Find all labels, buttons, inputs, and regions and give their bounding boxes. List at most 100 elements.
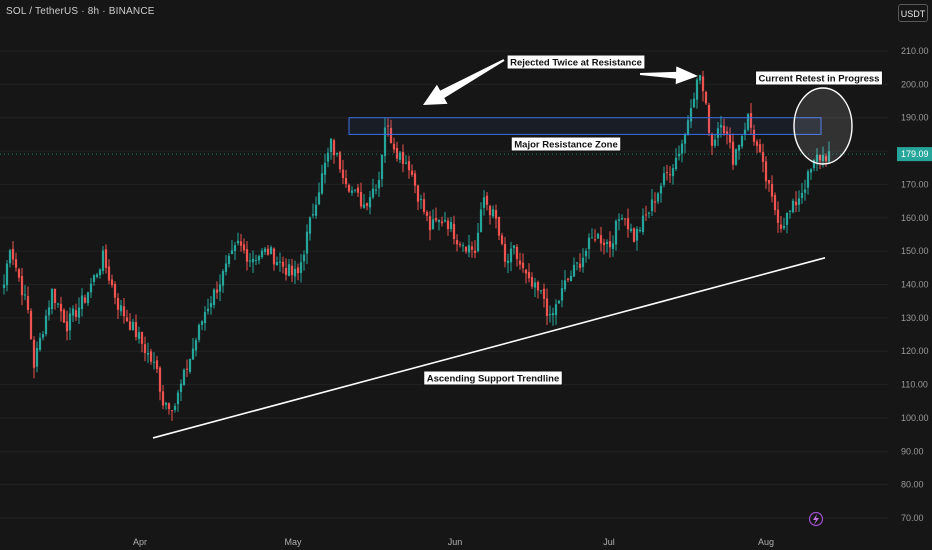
candle-body bbox=[716, 128, 720, 138]
candle-body bbox=[584, 250, 588, 257]
candle-body bbox=[422, 199, 426, 212]
candle-body bbox=[746, 114, 750, 130]
candle bbox=[179, 379, 183, 401]
candle bbox=[428, 211, 432, 241]
candle-body bbox=[743, 129, 747, 135]
candle-body bbox=[518, 260, 522, 265]
candle bbox=[278, 252, 282, 272]
candle-body bbox=[797, 198, 801, 205]
candle-body bbox=[8, 250, 12, 264]
candle-body bbox=[563, 280, 567, 290]
candle-body bbox=[614, 220, 618, 245]
candle-body bbox=[596, 233, 600, 239]
time-axis[interactable]: Apr May Jun Jul Aug bbox=[133, 537, 774, 547]
candle bbox=[353, 189, 357, 193]
candle-body bbox=[152, 361, 156, 363]
candle bbox=[29, 308, 33, 340]
price-axis[interactable]: 210.00200.00190.00180.00170.00160.00150.… bbox=[0, 46, 932, 523]
candle-body bbox=[383, 127, 387, 157]
candle bbox=[788, 210, 792, 219]
candle bbox=[80, 288, 84, 317]
candle bbox=[224, 255, 228, 276]
candle-body bbox=[785, 212, 789, 225]
candle-body bbox=[662, 173, 666, 185]
candle bbox=[572, 257, 576, 277]
candle bbox=[485, 191, 489, 211]
candle-body bbox=[707, 104, 711, 133]
candle-body bbox=[728, 134, 732, 143]
candle-body bbox=[812, 160, 816, 169]
candle-body bbox=[41, 334, 45, 338]
candle-body bbox=[341, 169, 345, 179]
candle bbox=[668, 166, 672, 183]
candle bbox=[392, 137, 396, 154]
candle-body bbox=[713, 139, 717, 146]
candle bbox=[83, 294, 87, 304]
candle-body bbox=[119, 305, 123, 312]
candle-body bbox=[587, 237, 591, 250]
candle-body bbox=[722, 125, 726, 134]
candle-body bbox=[611, 243, 615, 249]
candle-body bbox=[347, 184, 351, 192]
price-tick-label: 160.00 bbox=[901, 213, 929, 223]
candle bbox=[488, 204, 492, 225]
candle-body bbox=[470, 246, 474, 250]
candle bbox=[530, 272, 534, 289]
candle-body bbox=[485, 195, 489, 205]
candle-body bbox=[38, 337, 42, 350]
candle bbox=[635, 226, 639, 251]
candle-body bbox=[461, 245, 465, 247]
candle bbox=[593, 229, 597, 243]
grid-lines bbox=[0, 50, 888, 519]
candle bbox=[512, 245, 516, 255]
candle-body bbox=[605, 242, 609, 244]
resistance-zone bbox=[348, 117, 822, 135]
candle bbox=[317, 182, 321, 206]
price-tick-label: 200.00 bbox=[901, 79, 929, 89]
candle bbox=[671, 164, 675, 185]
candle-body bbox=[365, 203, 369, 206]
candle bbox=[161, 385, 165, 410]
candle-body bbox=[416, 185, 420, 202]
candle-body bbox=[122, 306, 126, 317]
candle-body bbox=[116, 297, 120, 310]
candle-body bbox=[506, 260, 510, 264]
candle-body bbox=[278, 261, 282, 263]
candle-body bbox=[791, 200, 795, 213]
candle-body bbox=[290, 265, 294, 276]
candle-body bbox=[695, 79, 699, 100]
candle-body bbox=[794, 201, 798, 206]
candle-body bbox=[254, 259, 258, 261]
candle bbox=[521, 253, 525, 273]
candle bbox=[725, 126, 729, 145]
candle bbox=[176, 389, 180, 412]
candle-body bbox=[65, 321, 69, 332]
candle bbox=[113, 281, 117, 305]
candle bbox=[71, 305, 75, 322]
candle-body bbox=[512, 245, 516, 249]
candle-body bbox=[758, 144, 762, 152]
candle-body bbox=[401, 151, 405, 164]
candle-body bbox=[779, 224, 783, 229]
candle bbox=[386, 118, 390, 137]
price-tick-label: 210.00 bbox=[901, 46, 929, 56]
candle bbox=[59, 296, 63, 322]
candle-body bbox=[107, 266, 111, 281]
candle bbox=[368, 190, 372, 215]
candle bbox=[284, 258, 288, 281]
candle-body bbox=[554, 304, 558, 315]
candle-body bbox=[287, 264, 291, 276]
candle bbox=[482, 190, 486, 216]
candle-body bbox=[2, 284, 6, 288]
arrow-left-resistance bbox=[423, 59, 505, 105]
price-tick-label: 150.00 bbox=[901, 246, 929, 256]
candle bbox=[197, 323, 201, 343]
candle-body bbox=[44, 315, 48, 335]
candle bbox=[254, 254, 258, 266]
candle bbox=[515, 244, 519, 267]
candle-body bbox=[521, 262, 525, 269]
currency-button[interactable]: USDT bbox=[898, 4, 928, 22]
candle bbox=[665, 165, 669, 181]
candle bbox=[50, 288, 54, 315]
